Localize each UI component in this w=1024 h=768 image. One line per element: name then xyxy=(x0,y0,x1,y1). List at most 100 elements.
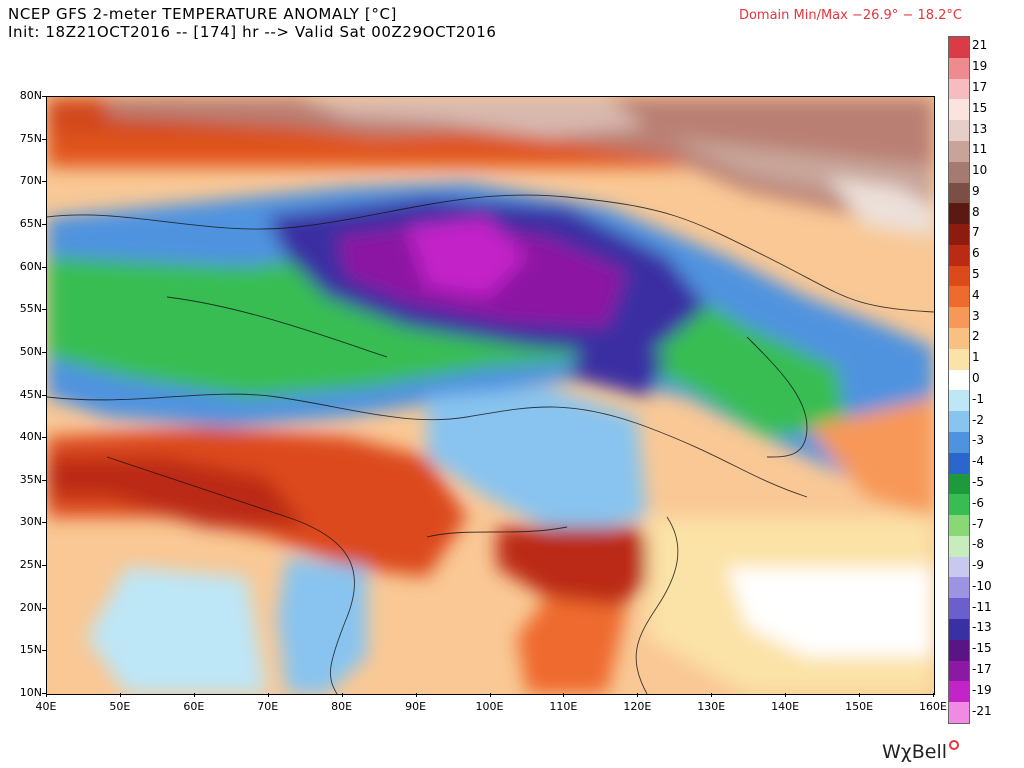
colorbar-label: -6 xyxy=(972,495,984,510)
colorbar-label: -19 xyxy=(972,682,992,697)
colorbar-swatch xyxy=(949,328,969,350)
latitude-tick-mark xyxy=(42,437,46,439)
colorbar-label: -10 xyxy=(972,578,992,593)
colorbar-label: -9 xyxy=(972,558,984,573)
colorbar-label: -7 xyxy=(972,516,984,531)
colorbar-label: 11 xyxy=(972,142,988,157)
latitude-tick-mark xyxy=(42,479,46,481)
latitude-tick-label: 65N xyxy=(19,216,42,230)
latitude-tick-label: 80N xyxy=(19,89,42,102)
map-subtitle: Init: 18Z21OCT2016 -- [174] hr --> Valid… xyxy=(8,23,497,41)
longitude-tick-mark xyxy=(637,693,639,697)
latitude-tick-mark xyxy=(42,394,46,396)
latitude-tick-label: 20N xyxy=(19,600,42,614)
colorbar-swatch xyxy=(949,307,969,329)
colorbar xyxy=(948,36,970,724)
colorbar-label: 9 xyxy=(972,183,980,198)
latitude-tick-mark xyxy=(42,181,46,183)
colorbar-swatch xyxy=(949,515,969,537)
colorbar-swatch xyxy=(949,78,969,100)
colorbar-label: -13 xyxy=(972,620,992,635)
longitude-tick-label: 100E xyxy=(475,700,504,713)
latitude-tick-label: 55N xyxy=(19,302,42,316)
colorbar-label: 0 xyxy=(972,371,980,385)
colorbar-label: 15 xyxy=(972,100,988,115)
longitude-tick-mark xyxy=(933,693,934,697)
map-title: NCEP GFS 2-meter TEMPERATURE ANOMALY [°C… xyxy=(8,5,397,23)
colorbar-swatch xyxy=(949,99,969,121)
colorbar-swatch xyxy=(949,265,969,287)
colorbar-swatch xyxy=(949,224,969,246)
colorbar-label: 7 xyxy=(972,225,980,240)
colorbar-label: 21 xyxy=(972,38,988,53)
colorbar-label: 19 xyxy=(972,59,988,74)
longitude-tick-label: 70E xyxy=(257,700,279,713)
wxbell-logo: WχBell xyxy=(882,740,960,763)
longitude-tick-label: 140E xyxy=(771,700,800,713)
colorbar-swatch xyxy=(949,57,969,80)
colorbar-label: -4 xyxy=(972,454,984,469)
longitude-tick-mark xyxy=(119,693,121,697)
latitude-tick-mark xyxy=(42,565,46,567)
latitude-tick-mark xyxy=(42,693,46,694)
colorbar-label: -2 xyxy=(972,412,984,427)
latitude-tick-mark xyxy=(42,607,46,609)
colorbar-swatch xyxy=(949,535,969,558)
longitude-tick-mark xyxy=(193,693,195,697)
longitude-tick-mark xyxy=(415,693,417,697)
temperature-anomaly-map xyxy=(46,96,935,695)
longitude-tick-label: 80E xyxy=(331,700,353,713)
colorbar-label: 17 xyxy=(972,79,988,94)
latitude-tick-label: 35N xyxy=(19,472,42,486)
latitude-tick-label: 30N xyxy=(19,515,42,529)
colorbar-label: 5 xyxy=(972,267,980,282)
longitude-tick-mark xyxy=(563,693,565,697)
latitude-tick-mark xyxy=(42,522,46,524)
colorbar-swatch xyxy=(949,120,969,142)
colorbar-swatch xyxy=(949,411,969,433)
longitude-tick-mark xyxy=(489,693,491,697)
colorbar-swatch xyxy=(949,203,969,225)
anomaly-field xyxy=(47,97,934,694)
longitude-tick-label: 60E xyxy=(183,700,205,713)
colorbar-label: 10 xyxy=(972,163,988,178)
colorbar-label: -11 xyxy=(972,599,992,614)
longitude-tick-mark xyxy=(341,693,343,697)
latitude-tick-mark xyxy=(42,96,46,97)
colorbar-swatch xyxy=(949,390,969,412)
longitude-tick-mark xyxy=(859,693,861,697)
colorbar-swatch xyxy=(949,244,969,267)
colorbar-swatch xyxy=(949,619,969,641)
latitude-tick-mark xyxy=(42,266,46,268)
colorbar-label: 6 xyxy=(972,246,980,261)
colorbar-swatch xyxy=(949,639,969,662)
longitude-tick-label: 50E xyxy=(109,700,131,713)
colorbar-swatch xyxy=(949,494,969,516)
longitude-tick-label: 90E xyxy=(405,700,427,713)
colorbar-swatch xyxy=(949,431,969,454)
brand-name: WχBell xyxy=(882,741,948,763)
domain-minmax: Domain Min/Max −26.9° − 18.2°C xyxy=(738,8,962,23)
colorbar-swatch xyxy=(949,577,969,599)
colorbar-swatch xyxy=(949,286,969,308)
latitude-tick-label: 70N xyxy=(19,174,42,188)
latitude-tick-label: 40N xyxy=(19,430,42,444)
colorbar-swatch xyxy=(949,660,969,682)
latitude-tick-label: 25N xyxy=(19,558,42,572)
longitude-tick-label: 40E xyxy=(35,700,57,713)
colorbar-swatch xyxy=(949,598,969,620)
latitude-tick-label: 50N xyxy=(19,344,42,358)
colorbar-label: 2 xyxy=(972,329,980,344)
latitude-tick-label: 10N xyxy=(19,686,42,699)
brand-dot-icon xyxy=(949,740,960,750)
colorbar-swatch xyxy=(949,348,969,371)
colorbar-label: -1 xyxy=(972,391,984,406)
longitude-tick-label: 160E xyxy=(919,700,947,713)
longitude-tick-label: 150E xyxy=(845,700,874,713)
longitude-tick-label: 120E xyxy=(623,700,652,713)
colorbar-swatch xyxy=(949,182,969,204)
colorbar-swatch xyxy=(949,556,969,578)
latitude-tick-mark xyxy=(42,650,46,652)
colorbar-swatch xyxy=(949,473,969,495)
longitude-tick-label: 130E xyxy=(697,700,726,713)
